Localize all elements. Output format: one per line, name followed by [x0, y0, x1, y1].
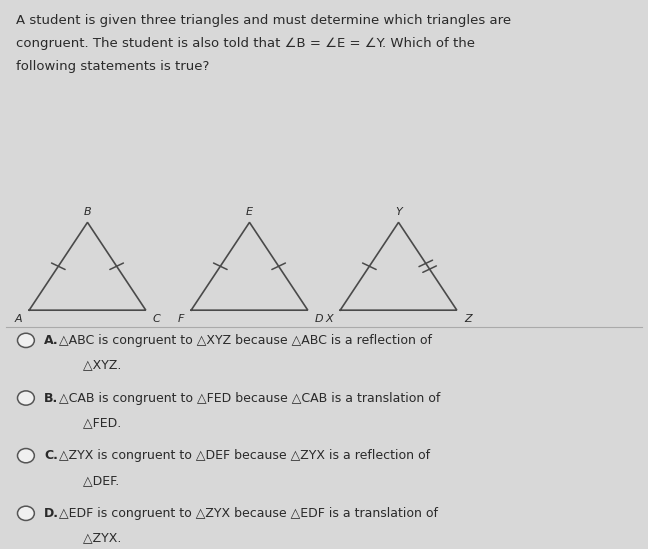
Text: △ZYX.: △ZYX.: [55, 531, 121, 545]
Text: △ZYX is congruent to △DEF because △ZYX is a reflection of: △ZYX is congruent to △DEF because △ZYX i…: [55, 449, 430, 462]
Text: following statements is true?: following statements is true?: [16, 60, 209, 73]
Text: A student is given three triangles and must determine which triangles are: A student is given three triangles and m…: [16, 14, 511, 27]
Text: E: E: [246, 208, 253, 217]
Text: A: A: [14, 314, 22, 324]
Text: △EDF is congruent to △ZYX because △EDF is a translation of: △EDF is congruent to △ZYX because △EDF i…: [55, 507, 438, 520]
Text: X: X: [325, 314, 333, 324]
Text: Z: Z: [464, 314, 472, 324]
Circle shape: [17, 449, 34, 463]
Circle shape: [17, 506, 34, 520]
Text: A.: A.: [44, 334, 59, 347]
Text: D: D: [315, 314, 323, 324]
Text: F: F: [178, 314, 184, 324]
Text: D.: D.: [44, 507, 59, 520]
Text: C: C: [153, 314, 161, 324]
Text: Y: Y: [395, 208, 402, 217]
Text: C.: C.: [44, 449, 58, 462]
Text: △FED.: △FED.: [55, 416, 121, 429]
Text: △DEF.: △DEF.: [55, 474, 119, 487]
Text: △ABC is congruent to △XYZ because △ABC is a reflection of: △ABC is congruent to △XYZ because △ABC i…: [55, 334, 432, 347]
Text: B: B: [84, 208, 91, 217]
Text: congruent. The student is also told that ∠B = ∠E = ∠Y. Which of the: congruent. The student is also told that…: [16, 37, 475, 50]
Circle shape: [17, 333, 34, 348]
Text: △CAB is congruent to △FED because △CAB is a translation of: △CAB is congruent to △FED because △CAB i…: [55, 391, 441, 405]
Circle shape: [17, 391, 34, 405]
Text: △XYZ.: △XYZ.: [55, 358, 121, 372]
Text: B.: B.: [44, 391, 58, 405]
